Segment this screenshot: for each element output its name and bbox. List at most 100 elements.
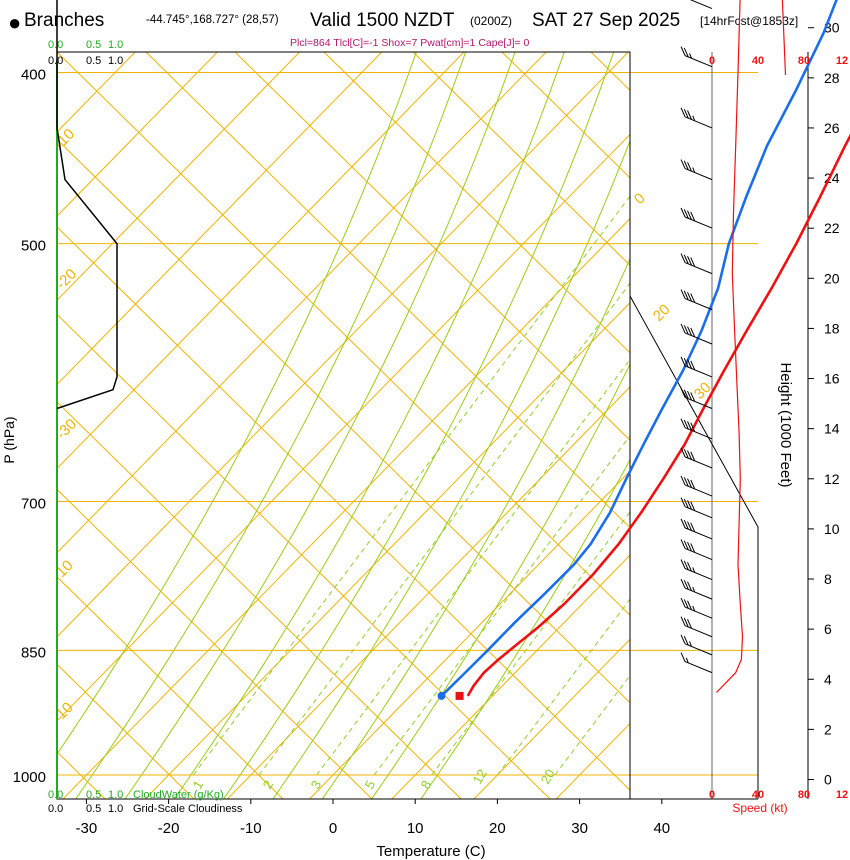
- wind-barb-shaft: [684, 332, 713, 345]
- surface-temperature-marker: [455, 691, 464, 700]
- plot-frame: [56, 51, 631, 800]
- dry-adiabat-line: [234, 52, 630, 441]
- isotherm-line: [144, 302, 630, 799]
- mixing-ratio-line: [258, 282, 630, 776]
- wind-barb-half-flag: [685, 657, 689, 664]
- x-tick-label: 0: [329, 820, 337, 837]
- stability-parameters: Plcl=864 Tlcl[C]=-1 Shox=7 Pwat[cm]=1 Ca…: [290, 37, 530, 49]
- wind-barb: [680, 597, 713, 619]
- wind-barb: [680, 356, 713, 378]
- wind-barb-flag: [680, 356, 686, 367]
- height-tick-label: 14: [824, 421, 840, 437]
- pressure-tick-label: 400: [21, 66, 46, 83]
- wind-barb-flag: [680, 253, 686, 263]
- wind-barb-flag: [683, 357, 689, 368]
- moist-adiabat-line: [370, 362, 630, 799]
- wind-barb: [680, 107, 713, 129]
- wind-barb: [680, 46, 713, 68]
- wind-barb-flag: [683, 617, 689, 628]
- cloudwater-scale-bottom: 0.5: [86, 789, 101, 801]
- wind-barb-flag: [687, 359, 692, 369]
- cloudiness-scale-bottom: 1.0: [108, 803, 123, 815]
- x-axis-label: Temperature (C): [376, 843, 485, 860]
- wind-barb-shaft: [684, 643, 713, 656]
- wind-barb-shaft: [684, 168, 713, 181]
- site-coordinates: -44.745°,168.727° (28,57): [146, 14, 279, 26]
- wind-barb: [680, 388, 713, 409]
- wind-barb-flag: [680, 616, 686, 626]
- wind-barb: [680, 497, 713, 519]
- wind-barb-flag: [687, 500, 692, 510]
- wind-barb-flag: [680, 597, 686, 608]
- wind-barb-flag: [687, 619, 692, 629]
- wind-barb: [680, 159, 713, 181]
- wind-barb-flag: [683, 560, 689, 571]
- background-lines: [57, 52, 630, 799]
- cloudiness-scale-bottom: 0.0: [48, 803, 63, 815]
- wind-barb-flag: [680, 559, 686, 569]
- wind-barb-flag: [690, 327, 696, 338]
- wind-barb-flag: [683, 519, 689, 530]
- wind-barb-flag: [687, 421, 692, 431]
- speed-scale-bottom: 80: [798, 789, 810, 801]
- dry-adiabat-line: [323, 52, 630, 354]
- wind-barb-shaft: [684, 587, 713, 600]
- mixing-ratio-line: [497, 598, 630, 776]
- wind-barb: [680, 539, 713, 560]
- cloudwater-scale-top: 0.5: [86, 39, 101, 51]
- wind-barb-flag: [683, 160, 689, 171]
- height-tick-label: 6: [824, 621, 832, 637]
- wind-barb-flag: [690, 360, 696, 371]
- wind-barb-flag: [683, 209, 689, 219]
- surface-dewpoint-marker: [437, 691, 446, 700]
- mixing-ratio-label: 12: [470, 766, 490, 786]
- pressure-tick-label: 700: [21, 496, 46, 513]
- wind-barb-shaft: [684, 506, 713, 519]
- wind-barb-flag: [680, 634, 686, 645]
- wind-barb-shaft: [684, 547, 713, 560]
- wind-barb: [680, 207, 713, 229]
- cloudiness-scale-bottom: 0.5: [86, 803, 101, 815]
- wind-barb-shaft: [689, 0, 713, 10]
- mixing-ratio-label: 3: [308, 778, 325, 792]
- wind-barb: [680, 323, 713, 345]
- cloudiness-scale-top: 1.0: [108, 55, 123, 67]
- speed-scale-top: 40: [752, 55, 764, 67]
- isotherm-line: [57, 52, 630, 638]
- wind-barb-flag: [683, 47, 689, 58]
- wind-barb-flag: [683, 419, 689, 430]
- wind-barb-shaft: [684, 661, 713, 674]
- wind-barb-shaft: [684, 365, 713, 378]
- isotherm-label: 0: [631, 190, 649, 208]
- wind-barb-flag: [683, 635, 689, 646]
- wind-barb-shaft: [684, 55, 713, 68]
- wind-barb-flag: [680, 418, 686, 428]
- cloudiness-scale-top: 0.5: [86, 55, 101, 67]
- height-tick-label: 20: [824, 270, 840, 286]
- wind-barb-flag: [690, 211, 696, 222]
- wind-barb-flag: [690, 422, 696, 432]
- wind-barb-flag: [687, 256, 692, 266]
- wind-barb-flag: [683, 325, 689, 335]
- site-marker-dot: ●: [8, 10, 22, 35]
- wind-barb-flag: [687, 390, 692, 401]
- mixing-ratio-line: [431, 511, 630, 776]
- wind-barb-shaft: [684, 262, 713, 275]
- height-tick-label: 12: [824, 471, 840, 487]
- dry-adiabat-line: [57, 313, 551, 799]
- wind-barb-flag: [683, 498, 689, 509]
- mixing-ratio-label: 5: [362, 778, 379, 792]
- wind-barb: [680, 447, 713, 469]
- wind-barb-shaft: [684, 216, 713, 229]
- wind-barb-flag: [687, 450, 692, 460]
- wind-speed-profile: [716, 0, 787, 693]
- wind-barb-flag: [683, 540, 689, 550]
- wind-barb-flag: [683, 290, 689, 301]
- wind-barb-shaft: [684, 568, 713, 581]
- wind-barb-shaft: [684, 116, 713, 129]
- speed-scale-bottom: 0: [709, 789, 715, 801]
- wind-barb-flag: [680, 46, 686, 56]
- wind-barb-shaft: [684, 527, 713, 540]
- moist-adiabat-line: [173, 52, 565, 799]
